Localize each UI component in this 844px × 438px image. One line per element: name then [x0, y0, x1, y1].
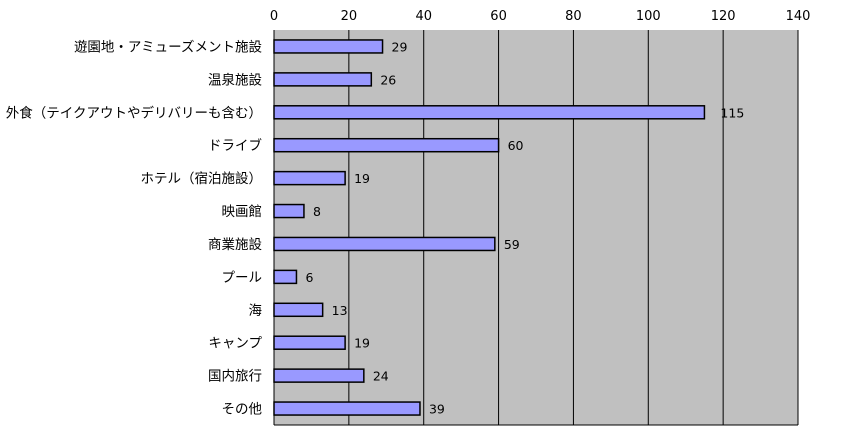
- bar: [273, 368, 365, 383]
- bar: [273, 335, 346, 350]
- x-tick-label: 140: [786, 9, 811, 24]
- category-label: 海: [249, 303, 263, 319]
- data-label: 24: [373, 369, 389, 384]
- category-label: 温泉施設: [208, 71, 262, 88]
- x-axis-tick-labels: 0 20 40 60 80 100 120 140: [270, 9, 811, 24]
- category-label: ホテル（宿泊施設）: [141, 170, 263, 187]
- category-label: 映画館: [222, 204, 263, 220]
- bar: [273, 269, 298, 285]
- category-label: 外食（テイクアウトやデリバリーも含む）: [6, 104, 262, 121]
- bar: [273, 72, 373, 87]
- data-label: 19: [354, 171, 370, 186]
- data-label: 6: [305, 270, 313, 285]
- bar: [273, 137, 500, 153]
- data-label: 60: [508, 138, 524, 153]
- data-label: 29: [392, 39, 408, 54]
- data-label: 26: [380, 72, 396, 87]
- plot-area: [274, 30, 798, 425]
- data-label: 39: [429, 402, 445, 417]
- data-label: 115: [720, 105, 744, 120]
- x-tick-label: 20: [341, 9, 358, 24]
- x-tick-label: 120: [711, 9, 736, 24]
- category-label: キャンプ: [208, 336, 262, 352]
- bar: [273, 203, 305, 219]
- x-tick-label: 80: [565, 9, 582, 24]
- bars: [273, 39, 706, 416]
- x-tick-label: 40: [415, 9, 432, 24]
- category-label: 国内旅行: [208, 369, 262, 385]
- x-tick-label: 0: [270, 9, 278, 24]
- category-label: 遊園地・アミューズメント施設: [74, 39, 263, 55]
- category-label: その他: [222, 402, 263, 418]
- bar: [273, 401, 421, 416]
- value-labels: 29 26 115 60 19 8 59 6 13 19 24 39: [305, 39, 744, 416]
- gridlines: [273, 30, 799, 426]
- data-label: 13: [332, 303, 348, 318]
- data-label: 19: [354, 336, 370, 351]
- bar: [273, 302, 324, 318]
- data-label: 8: [313, 204, 321, 219]
- bar: [273, 39, 384, 54]
- x-tick-label: 60: [490, 9, 507, 24]
- category-label: ドライブ: [208, 137, 262, 154]
- category-label: 商業施設: [208, 237, 262, 253]
- category-label: プール: [222, 270, 263, 286]
- bar: [273, 236, 496, 252]
- bar: [273, 105, 706, 120]
- data-label: 59: [504, 237, 520, 252]
- x-tick-label: 100: [636, 9, 661, 24]
- bar: [273, 170, 346, 186]
